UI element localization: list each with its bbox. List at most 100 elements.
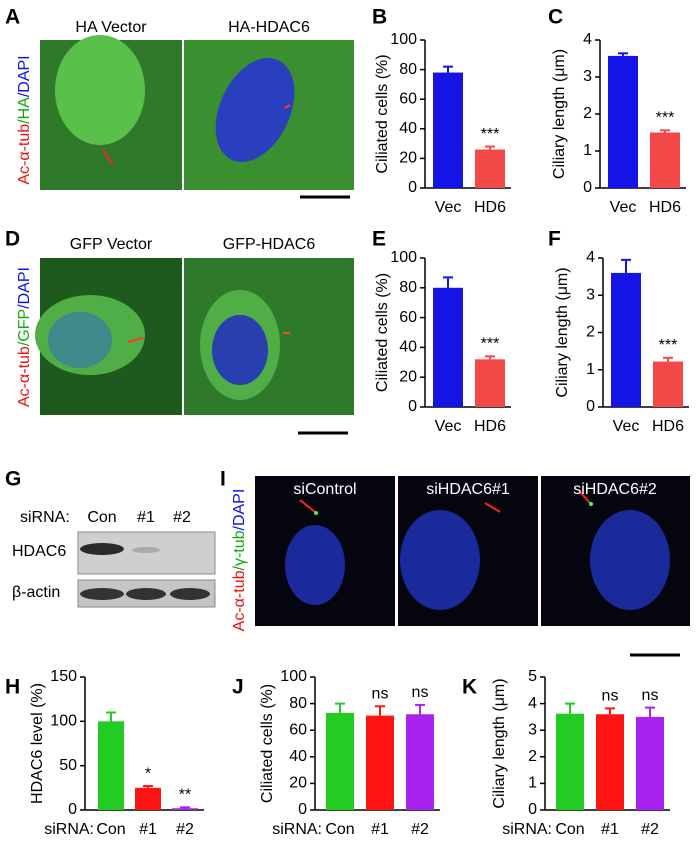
- y-tick-label: 0: [298, 801, 307, 818]
- bar: [596, 714, 624, 810]
- panel-letter: I: [220, 468, 226, 491]
- y-tick-label: 80: [399, 279, 417, 296]
- y-tick-label: 50: [59, 757, 77, 774]
- x-prefix: siRNA:: [272, 821, 322, 838]
- y-tick-label: 3: [528, 721, 537, 738]
- y-axis-label: HDAC6 level (%): [29, 683, 46, 804]
- bar: [608, 55, 638, 188]
- blot-prefix: siRNA:: [20, 509, 70, 526]
- y-tick-label: 3: [586, 286, 595, 303]
- x-tick-label: #1: [601, 821, 619, 838]
- image-caption: siHDAC6#2: [573, 481, 657, 498]
- bar: [172, 808, 198, 810]
- x-tick-label: #1: [371, 821, 389, 838]
- bar: [433, 72, 463, 188]
- y-tick-label: 80: [399, 61, 417, 78]
- x-tick-label: #2: [641, 821, 659, 838]
- x-tick-label: #2: [176, 821, 194, 838]
- x-tick-label: Vec: [610, 199, 637, 216]
- x-tick-label: HD6: [649, 199, 681, 216]
- y-axis-label: Ciliary length (μm): [551, 49, 568, 179]
- panel-letter: C: [548, 6, 563, 29]
- y-tick-label: 20: [289, 775, 307, 792]
- y-tick-label: 1: [528, 775, 537, 792]
- y-tick-label: 5: [528, 668, 537, 685]
- bar: [406, 714, 434, 810]
- x-prefix: siRNA:: [44, 821, 94, 838]
- y-axis-label: Ciliated cells (%): [259, 684, 276, 803]
- y-tick-label: 0: [408, 179, 417, 196]
- bar: [611, 272, 641, 407]
- panel-letter: B: [372, 6, 387, 29]
- significance: ***: [659, 337, 678, 354]
- significance: ns: [372, 685, 389, 702]
- panel-letter: G: [5, 468, 21, 491]
- y-tick-label: 1: [583, 142, 592, 159]
- stain-label: Ac-α-tub/GFP/DAPI: [16, 267, 33, 407]
- y-tick-label: 100: [280, 668, 307, 685]
- y-tick-label: 0: [408, 398, 417, 415]
- x-tick-label: Con: [96, 821, 125, 838]
- y-tick-label: 100: [390, 31, 417, 48]
- y-tick-label: 40: [289, 748, 307, 765]
- significance: **: [179, 787, 191, 804]
- lane-label: #2: [173, 509, 191, 526]
- y-tick-label: 20: [399, 150, 417, 167]
- x-tick-label: Vec: [435, 418, 462, 435]
- micrograph: [255, 476, 690, 626]
- significance: ***: [481, 336, 500, 353]
- x-tick-label: #2: [411, 821, 429, 838]
- bar: [653, 361, 683, 407]
- x-prefix: siRNA:: [502, 821, 552, 838]
- significance: ns: [642, 687, 659, 704]
- panel-letter: K: [462, 676, 477, 699]
- y-tick-label: 4: [583, 31, 592, 48]
- bar: [366, 715, 394, 810]
- significance: ns: [412, 684, 429, 701]
- y-axis-label: Ciliary length (μm): [554, 267, 571, 397]
- image-caption: HA Vector: [75, 19, 147, 36]
- micrograph: [40, 35, 354, 190]
- y-tick-label: 0: [586, 398, 595, 415]
- panel-letter: J: [232, 676, 244, 699]
- x-tick-label: Con: [325, 821, 354, 838]
- image-caption: HA-HDAC6: [228, 19, 310, 36]
- y-tick-label: 4: [586, 249, 595, 266]
- y-tick-label: 3: [583, 68, 592, 85]
- x-tick-label: Con: [555, 821, 584, 838]
- panel-letter: E: [372, 228, 386, 251]
- significance: ***: [656, 109, 675, 126]
- y-tick-label: 100: [50, 713, 77, 730]
- y-tick-label: 2: [586, 324, 595, 341]
- y-tick-label: 60: [399, 90, 417, 107]
- y-tick-label: 1: [586, 361, 595, 378]
- y-tick-label: 20: [399, 368, 417, 385]
- x-tick-label: #1: [139, 821, 157, 838]
- panel-letter: D: [5, 228, 20, 251]
- y-tick-label: 80: [289, 695, 307, 712]
- bar: [475, 149, 505, 188]
- y-tick-label: 100: [390, 249, 417, 266]
- bar: [556, 713, 584, 810]
- y-axis-label: Ciliary length (μm): [491, 678, 508, 808]
- x-tick-label: Vec: [613, 418, 640, 435]
- lane-label: Con: [87, 509, 116, 526]
- blot-row-label: HDAC6: [12, 543, 66, 560]
- image-caption: siHDAC6#1: [426, 481, 510, 498]
- significance: ns: [602, 688, 619, 705]
- x-tick-label: HD6: [474, 199, 506, 216]
- y-tick-label: 60: [399, 309, 417, 326]
- x-tick-label: Vec: [435, 199, 462, 216]
- x-tick-label: HD6: [474, 418, 506, 435]
- y-tick-label: 0: [583, 179, 592, 196]
- stain-label: Ac-α-tub/γ-tub/DAPI: [231, 489, 248, 632]
- panel-letter: A: [5, 6, 20, 29]
- y-axis-label: Ciliated cells (%): [374, 273, 391, 392]
- micrograph: [35, 258, 354, 415]
- y-tick-label: 0: [528, 801, 537, 818]
- bar: [326, 712, 354, 810]
- bar: [650, 132, 680, 188]
- significance: *: [145, 765, 151, 782]
